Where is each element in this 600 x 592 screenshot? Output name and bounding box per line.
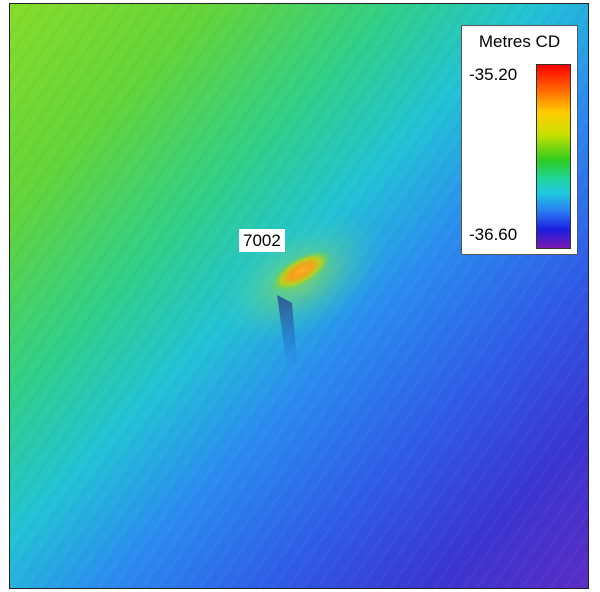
legend-title: Metres CD bbox=[478, 32, 561, 51]
wreck-feature bbox=[270, 250, 332, 292]
wreck-id-label: 7002 bbox=[239, 229, 285, 252]
depth-legend: Metres CD -35.20 -36.60 bbox=[461, 25, 578, 255]
scour-shadow bbox=[277, 295, 298, 368]
legend-max-value: -35.20 bbox=[469, 65, 518, 84]
legend-color-bar bbox=[536, 64, 571, 249]
bathymetry-map: 7002 Metres CD -35.20 -36.60 bbox=[9, 3, 589, 589]
legend-min-value: -36.60 bbox=[469, 225, 518, 244]
